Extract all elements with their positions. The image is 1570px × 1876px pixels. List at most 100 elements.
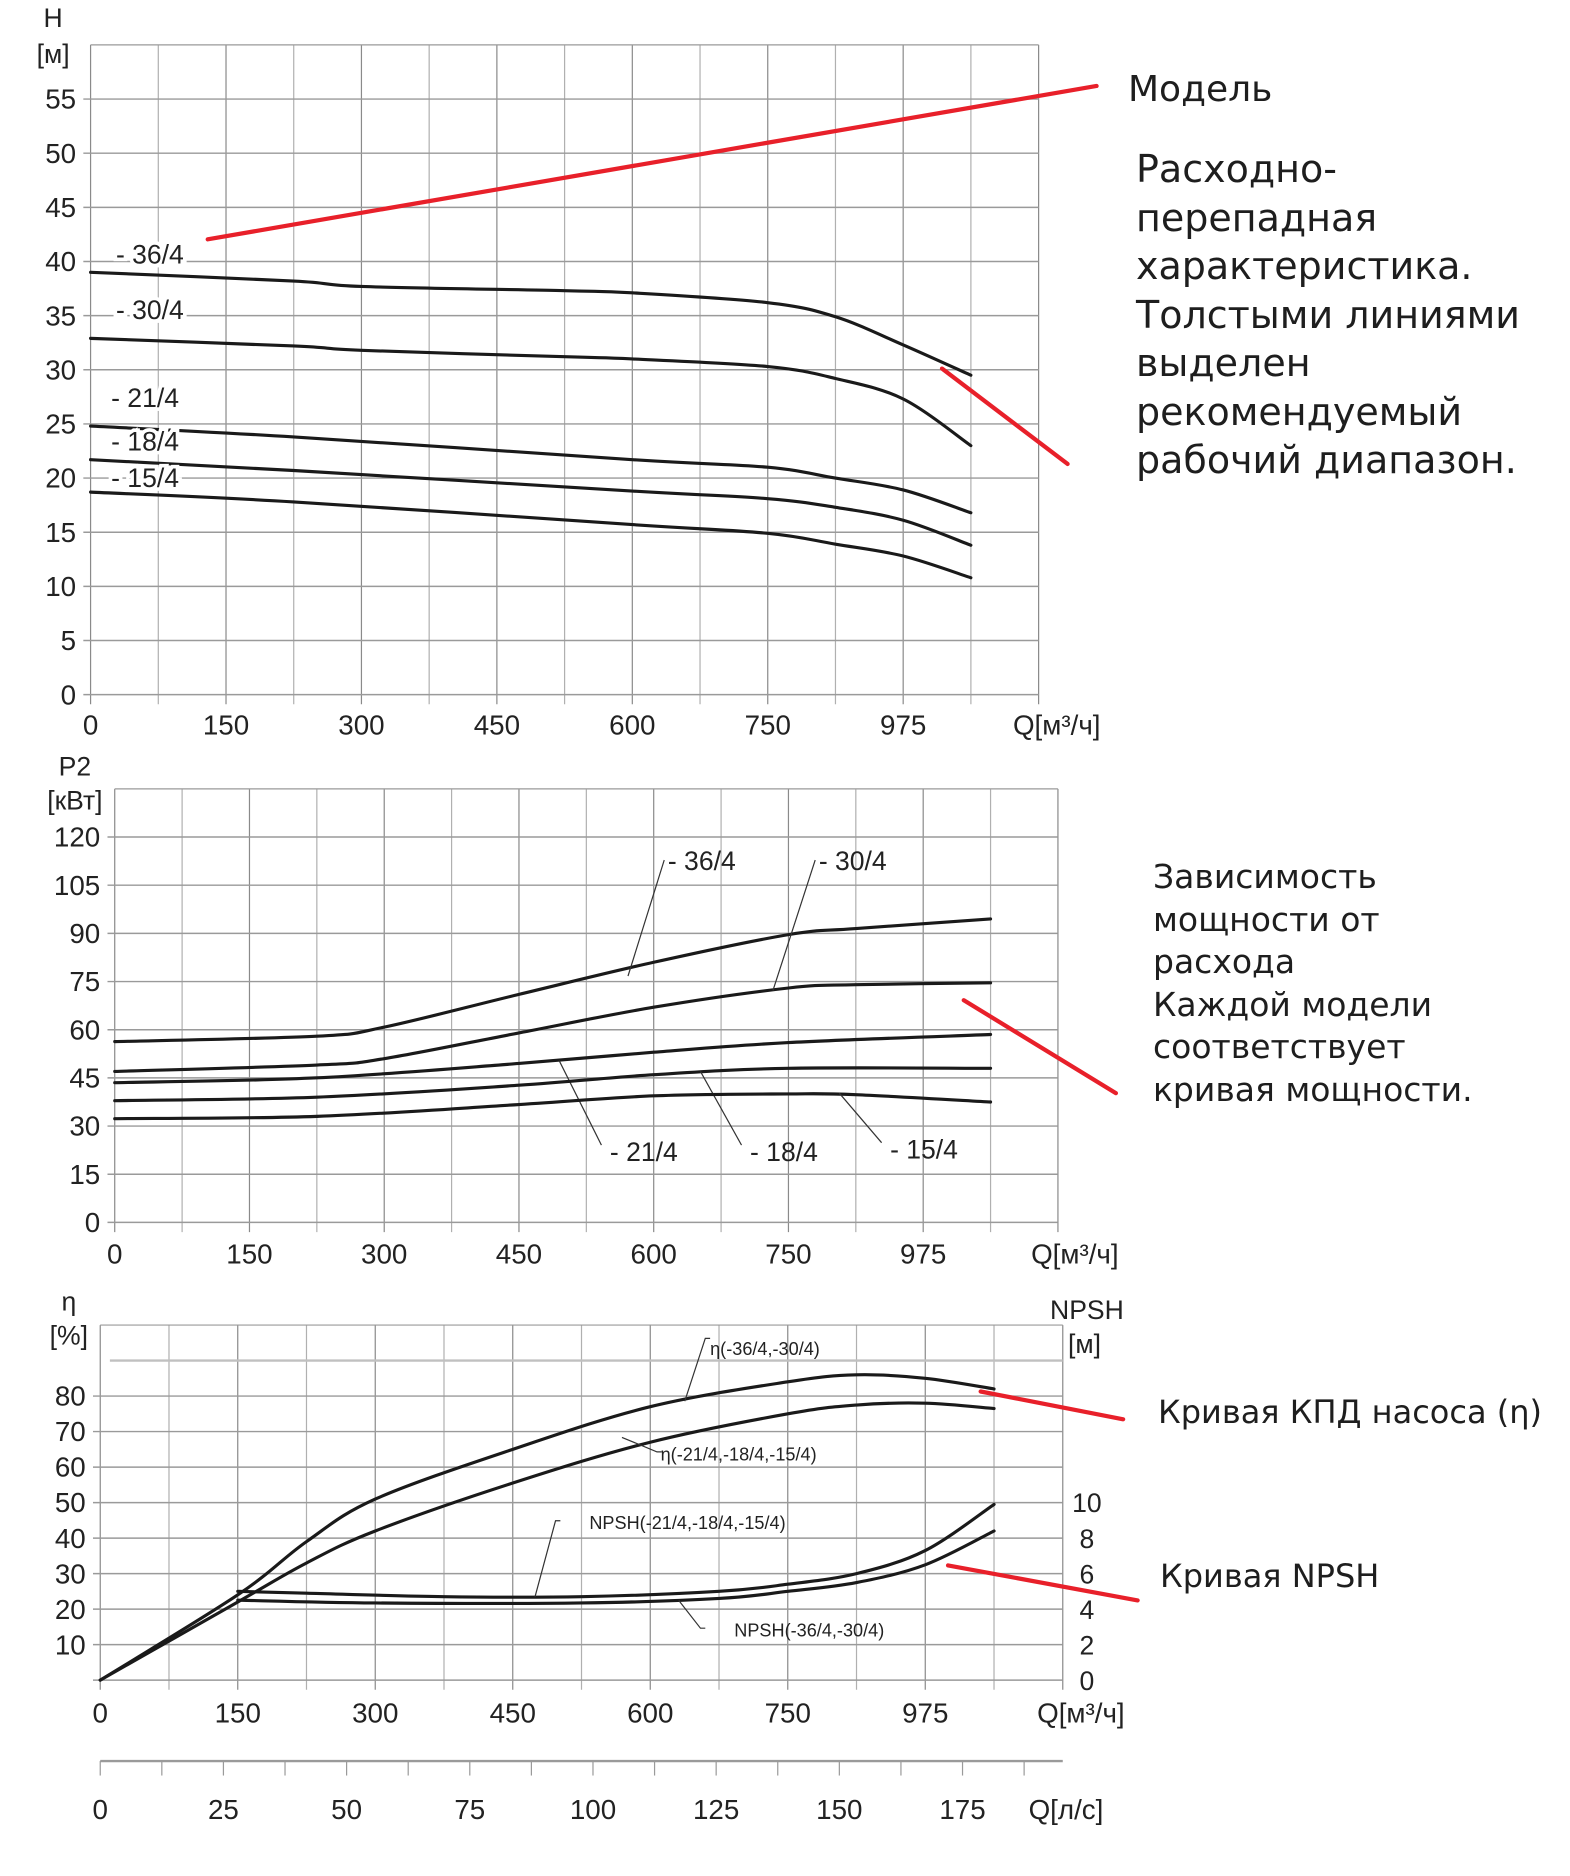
secondary-x-tick-label: 25 xyxy=(208,1794,239,1825)
y-tick-label: 75 xyxy=(69,966,100,997)
series-label: η(-21/4,-18/4,-15/4) xyxy=(661,1444,817,1464)
annotation-line: соответствует xyxy=(1153,1027,1406,1066)
curve-15-4 xyxy=(89,490,973,580)
series-label: - 15/4 xyxy=(890,1134,958,1164)
efficiency-annotation: Кривая КПД насоса (η) xyxy=(1158,1396,1542,1428)
y-tick-label: 50 xyxy=(45,138,76,169)
y-tick-label: 70 xyxy=(55,1416,86,1447)
annotation-line: мощности от xyxy=(1153,899,1380,939)
label-leader-line xyxy=(534,1520,561,1597)
chart-2: 0 15 30 45 60 75 90 105 120 0 150 300 450 600 750 975 Q[… xyxy=(47,752,1118,1270)
secondary-x-tick-label: 0 xyxy=(93,1794,108,1825)
label-leader-line xyxy=(699,1071,743,1146)
y-tick-label: 105 xyxy=(54,870,100,901)
curve-21-4 xyxy=(113,1032,993,1085)
y-tick-label: 0 xyxy=(85,1207,100,1238)
y2-axis-unit: [м] xyxy=(1068,1329,1101,1359)
npsh-annotation: Кривая NPSH xyxy=(1160,1560,1379,1592)
x-tick-label: 150 xyxy=(203,710,249,741)
model-pointer-line xyxy=(205,83,1099,242)
y-tick-label: 90 xyxy=(69,918,100,949)
y-axis-label: η xyxy=(61,1287,76,1317)
x-tick-label: 150 xyxy=(226,1238,272,1269)
x-tick-label: 450 xyxy=(490,1697,536,1728)
label-leader-line xyxy=(838,1092,883,1144)
label-leader-line xyxy=(678,1600,706,1629)
y-tick-label: 10 xyxy=(55,1629,86,1660)
x-tick-label: 975 xyxy=(900,1238,946,1269)
y-tick-label: 5 xyxy=(61,625,76,656)
series-label: - 21/4 xyxy=(610,1137,678,1167)
y-tick-label: 15 xyxy=(69,1159,100,1190)
efficiency-annotation-text: Кривая КПД насоса (η) xyxy=(1158,1393,1542,1431)
annotation-line: кривая мощности. xyxy=(1153,1069,1473,1109)
x-tick-label: 300 xyxy=(352,1697,398,1728)
y-axis-label: P2 xyxy=(59,752,91,782)
label-leader-line xyxy=(621,1436,662,1453)
x-tick-label: 975 xyxy=(902,1697,948,1728)
label-leader-line xyxy=(772,859,816,991)
series-label: η(-36/4,-30/4) xyxy=(710,1339,820,1359)
annotation-line: рекомендуемый xyxy=(1136,389,1463,434)
y-tick-label: 45 xyxy=(69,1063,100,1094)
x-tick-label: 300 xyxy=(338,710,384,741)
y-tick-label: 45 xyxy=(45,192,76,223)
y-tick-label: 60 xyxy=(69,1014,100,1045)
curve-36-4-30-4 xyxy=(98,1373,996,1682)
secondary-x-tick-label: 75 xyxy=(454,1794,485,1825)
y-tick-label: 30 xyxy=(69,1111,100,1142)
x-tick-label: 975 xyxy=(880,710,926,741)
y2-tick-label: 8 xyxy=(1080,1524,1095,1554)
label-leader-line xyxy=(684,1337,711,1402)
y2-tick-label: 6 xyxy=(1080,1559,1095,1589)
y-tick-label: 50 xyxy=(55,1487,86,1518)
series-label: - 30/4 xyxy=(116,295,184,325)
series-label: - 30/4 xyxy=(819,846,887,876)
label-leader-line xyxy=(627,859,665,977)
series-label: - 18/4 xyxy=(111,427,179,457)
annotation-line: перепадная xyxy=(1136,195,1378,240)
label-leader-line xyxy=(558,1060,602,1146)
y-axis-unit: [%] xyxy=(50,1320,88,1350)
annotation-line: Расходно- xyxy=(1136,147,1337,191)
y2-tick-label: 4 xyxy=(1080,1595,1095,1625)
curve-npsh-36-4-30-4 xyxy=(236,1529,996,1605)
series-label: - 36/4 xyxy=(668,846,736,876)
secondary-x-tick-label: 50 xyxy=(331,1794,362,1825)
x-tick-label: 150 xyxy=(215,1697,261,1728)
power-pointer-line xyxy=(961,998,1119,1096)
y-tick-label: 40 xyxy=(45,246,76,277)
npsh-annotation-text: Кривая NPSH xyxy=(1160,1557,1380,1595)
y-axis-unit: [кВт] xyxy=(47,785,102,815)
y-tick-label: 20 xyxy=(45,463,76,494)
curve-18-4 xyxy=(113,1066,993,1103)
model-label: Модель xyxy=(1128,69,1273,110)
chart-1: 0 5 10 15 20 25 30 35 40 45 50 55 0 150 300 450 600 750 97… xyxy=(37,3,1101,741)
x-tick-label: 750 xyxy=(745,710,791,741)
y-tick-label: 10 xyxy=(45,571,76,602)
y-tick-label: 30 xyxy=(45,354,76,385)
y-axis-label: H xyxy=(44,3,63,33)
efficiency-pointer-line xyxy=(978,1389,1126,1422)
series-label: - 21/4 xyxy=(111,383,179,413)
secondary-x-tick-label: 150 xyxy=(816,1794,862,1825)
y2-tick-label: 0 xyxy=(1080,1666,1095,1696)
x-axis-label: Q[м³/ч] xyxy=(1031,1238,1119,1269)
y-tick-label: 120 xyxy=(54,822,100,853)
y-tick-label: 0 xyxy=(61,679,76,710)
curve-30-4 xyxy=(113,981,993,1074)
series-label: NPSH(-21/4,-18/4,-15/4) xyxy=(589,1513,785,1533)
y-tick-label: 80 xyxy=(55,1381,86,1412)
x-tick-label: 300 xyxy=(361,1238,407,1269)
y-tick-label: 15 xyxy=(45,517,76,548)
annotation-line: рабочий диапазон. xyxy=(1136,438,1517,482)
y-tick-label: 30 xyxy=(55,1558,86,1589)
x-tick-label: 600 xyxy=(609,710,655,741)
curve-36-4 xyxy=(113,917,993,1044)
y-tick-label: 25 xyxy=(45,409,76,440)
curve-15-4 xyxy=(113,1092,993,1121)
secondary-x-tick-label: 100 xyxy=(570,1794,616,1825)
x-tick-label: 0 xyxy=(107,1238,122,1269)
